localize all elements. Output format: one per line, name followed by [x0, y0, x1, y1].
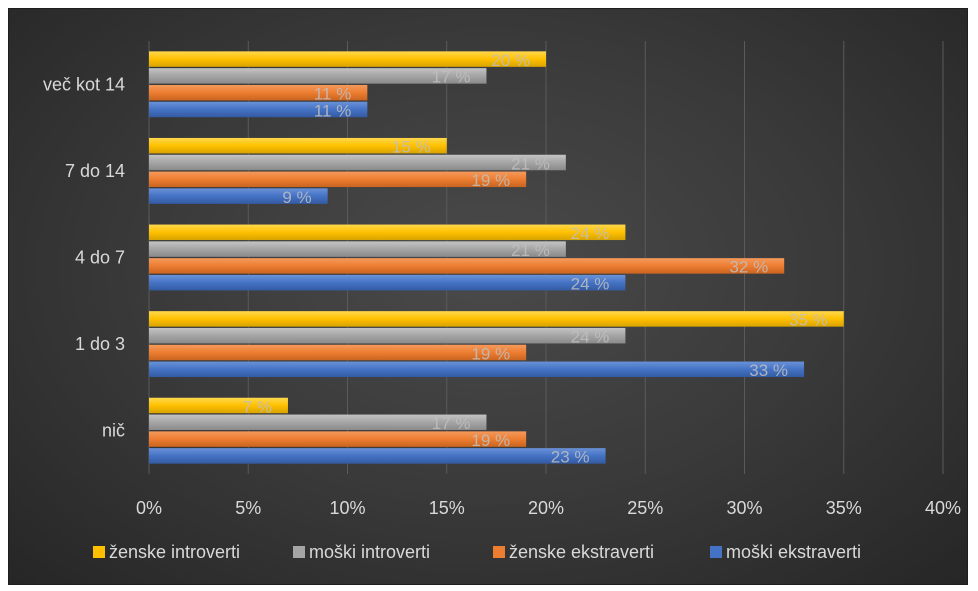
data-label: 23 % [551, 448, 590, 467]
category-label: 7 do 14 [65, 161, 125, 181]
category-label: več kot 14 [43, 74, 125, 94]
data-label: 11 % [314, 84, 352, 103]
category-label: nič [102, 421, 125, 441]
legend-label: ženske ekstraverti [509, 542, 654, 562]
data-label: 21 % [511, 241, 550, 260]
legend: ženske introverti moški introverti ženske … [93, 542, 861, 562]
bar [149, 154, 566, 171]
bar [149, 101, 368, 118]
x-tick-label: 15% [429, 498, 465, 518]
data-label: 7 % [243, 397, 272, 416]
legend-swatch [710, 546, 722, 558]
data-labels: 20 %17 %11 %11 %15 %21 %19 %9 %24 %21 %3… [243, 51, 828, 467]
bar [149, 344, 527, 361]
data-label: 19 % [471, 431, 510, 450]
data-label: 15 % [392, 137, 431, 156]
bar [149, 311, 844, 327]
bar [149, 224, 626, 241]
bar [149, 431, 527, 447]
data-label: 21 % [511, 154, 550, 173]
x-tick-label: 25% [627, 498, 663, 518]
chart-frame: 20 % 17 % 11 % 11 % 15 % 21 % 19 % 9 % 24 % 21 % 3… [8, 8, 968, 585]
data-label: 24 % [571, 327, 610, 346]
data-label: 32 % [729, 258, 768, 277]
data-label: 9 % [282, 188, 311, 207]
axes: 0% 5% 10% 15% 20% 25% 30% 35% 40% več kot 14 7 do … [43, 74, 961, 518]
category-label: 1 do 3 [75, 334, 125, 354]
x-tick-label: 20% [528, 498, 564, 518]
legend-label: moški introverti [309, 542, 430, 562]
data-label: 33 % [749, 361, 788, 380]
category-label: 4 do 7 [75, 248, 125, 268]
x-tick-label: 40% [925, 498, 961, 518]
bar [149, 361, 805, 378]
bar-chart: 20 %17 %11 %11 %15 %21 %19 %9 %24 %21 %3… [43, 41, 961, 562]
x-tick-label: 10% [329, 498, 365, 518]
legend-swatch [493, 546, 505, 558]
data-label: 35 % [789, 311, 828, 330]
data-label: 19 % [471, 171, 510, 190]
bar [149, 327, 626, 344]
x-tick-label: 35% [826, 498, 862, 518]
bar [149, 397, 288, 414]
bar [149, 171, 527, 188]
x-tick-label: 0% [136, 498, 162, 518]
bar [149, 188, 328, 204]
legend-label: moški ekstraverti [726, 542, 861, 562]
data-label: 24 % [571, 274, 610, 293]
bar [149, 414, 487, 431]
bar [149, 258, 785, 274]
data-label: 24 % [571, 224, 610, 243]
bar [149, 274, 626, 291]
bar [149, 137, 447, 154]
bar [149, 51, 546, 67]
data-label: 17 % [432, 68, 471, 87]
legend-swatch [93, 546, 105, 558]
data-label: 19 % [471, 344, 510, 363]
bar [149, 84, 368, 101]
bar [149, 448, 606, 464]
legend-label: ženske introverti [109, 542, 240, 562]
bar [149, 68, 487, 84]
data-label: 11 % [314, 101, 352, 120]
x-tick-label: 30% [726, 498, 762, 518]
x-tick-label: 5% [235, 498, 261, 518]
data-label: 17 % [432, 414, 471, 433]
data-label: 20 % [491, 51, 530, 70]
legend-swatch [293, 546, 305, 558]
bars [149, 51, 844, 464]
bar [149, 241, 566, 257]
